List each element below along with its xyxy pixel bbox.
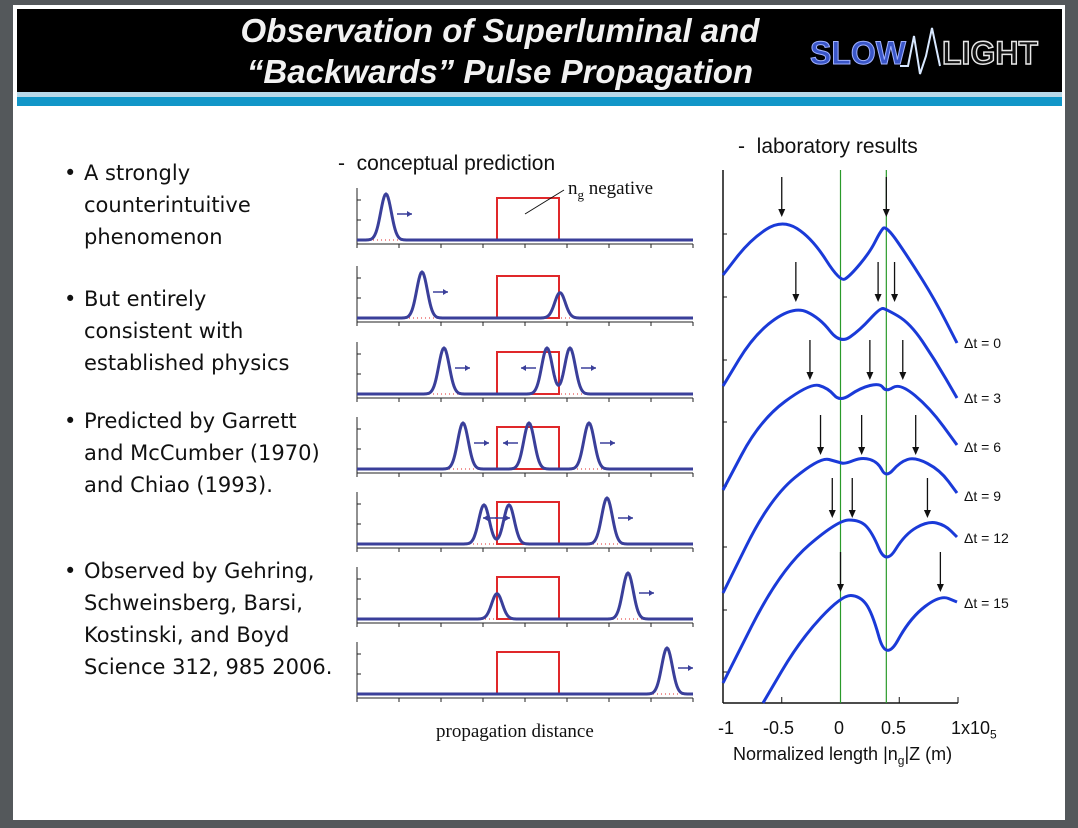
svg-text:SLOW: SLOW [810, 35, 907, 71]
xlabel-prefix: Normalized length |n [733, 744, 898, 764]
arrow-head [465, 365, 470, 371]
bullet-dot: • [64, 287, 77, 311]
banner-divider [17, 92, 1062, 97]
conceptual-heading: - conceptual prediction [338, 152, 556, 175]
bullet-text: But entirely consistent with established… [84, 287, 290, 375]
slide-title: Observation of Superluminal and “Backwar… [140, 10, 860, 92]
lab-curve [721, 518, 959, 684]
xtick-label: -1 [718, 718, 735, 738]
title-line-1: Observation of Superluminal and [240, 12, 760, 49]
peak-arrow-head [882, 209, 890, 217]
arrow-head [591, 365, 596, 371]
peak-arrow-head [891, 294, 899, 302]
ng-subscript: g [577, 186, 585, 202]
delta-t-label: Δt = 12 [964, 530, 1009, 546]
pulse-curve [357, 496, 693, 546]
banner-accent-bar [17, 97, 1062, 106]
bullet-text: Observed by Gehring, Schweinsberg, Barsi… [84, 559, 333, 679]
pulse-curve [357, 270, 693, 320]
pulse-curve [357, 646, 693, 696]
bullet-dot: • [64, 559, 77, 583]
bullet-text: Predicted by Garrett and McCumber (1970)… [84, 409, 320, 497]
peak-arrow-head [899, 372, 907, 380]
peak-arrow-head [817, 447, 825, 455]
delta-t-label: Δt = 3 [964, 390, 1001, 406]
xlabel-suffix: |Z (m) [904, 744, 953, 764]
negative-index-region [496, 651, 560, 695]
xlabel-sub: g [897, 753, 905, 768]
peak-arrow-head [792, 294, 800, 302]
pulse-curve [357, 421, 693, 471]
arrow-head [483, 515, 488, 521]
peak-arrow-head [936, 584, 944, 592]
xtick-label: 1x105 [951, 718, 997, 742]
arrow-head [610, 440, 615, 446]
title-line-2: “Backwards” Pulse Propagation [246, 53, 754, 90]
delta-t-label: Δt = 15 [964, 595, 1009, 611]
arrow-head [628, 515, 633, 521]
arrow-head [484, 440, 489, 446]
negative-index-region [496, 197, 560, 241]
peak-arrow-head [848, 510, 856, 518]
lab-curve [761, 594, 958, 704]
peak-arrow-head [874, 294, 882, 302]
lab-curve [721, 307, 959, 399]
ng-symbol: n [568, 178, 578, 199]
ng-negative-annotation: ng negative [568, 178, 653, 206]
arrow-head [503, 440, 508, 446]
annotation-leader-line [524, 189, 565, 215]
peak-arrow-head [866, 372, 874, 380]
arrow-head [649, 590, 654, 596]
delta-t-label: Δt = 9 [964, 488, 1001, 504]
delta-t-label: Δt = 6 [964, 439, 1001, 455]
lab-curve [721, 383, 959, 491]
peak-arrow-head [858, 447, 866, 455]
slide [13, 5, 1065, 820]
laboratory-xlabel: Normalized length |ng|Z (m) [733, 744, 952, 768]
arrow-head [407, 211, 412, 217]
lab-curve [721, 222, 959, 344]
peak-arrow-head [912, 447, 920, 455]
xtick-label: 0 [834, 718, 845, 738]
xtick-label: 0.5 [881, 718, 907, 738]
pulse-curve [357, 346, 693, 396]
arrow-head [443, 289, 448, 295]
bullet-dot: • [64, 409, 77, 433]
arrow-head [505, 515, 510, 521]
negative-index-region [496, 426, 560, 470]
bullet-dot: • [64, 161, 77, 185]
conceptual-xlabel: propagation distance [436, 721, 594, 742]
pulse-curve [357, 192, 693, 242]
peak-arrow-head [806, 372, 814, 380]
lab-curve [721, 456, 959, 594]
title-banner [17, 9, 1062, 92]
pulse-curve [357, 571, 693, 621]
peak-arrow-head [923, 510, 931, 518]
bullet-text: A strongly counterintuitive phenomenon [84, 161, 251, 249]
peak-arrow-head [837, 584, 844, 592]
svg-text:LIGHT: LIGHT [942, 35, 1038, 71]
peak-arrow-head [828, 510, 836, 518]
ng-annotation-text: negative [588, 178, 654, 199]
peak-arrow-head [778, 209, 786, 217]
arrow-head [688, 665, 693, 671]
arrow-head [521, 365, 526, 371]
xtick-label-text: 1x10 [951, 718, 991, 738]
xtick-label: -0.5 [763, 718, 795, 738]
xtick-exponent: 5 [990, 727, 997, 742]
delta-t-label: Δt = 0 [964, 335, 1001, 351]
slow-light-logo: SLOW LIGHT [810, 27, 1039, 75]
laboratory-heading: - laboratory results [738, 135, 918, 158]
